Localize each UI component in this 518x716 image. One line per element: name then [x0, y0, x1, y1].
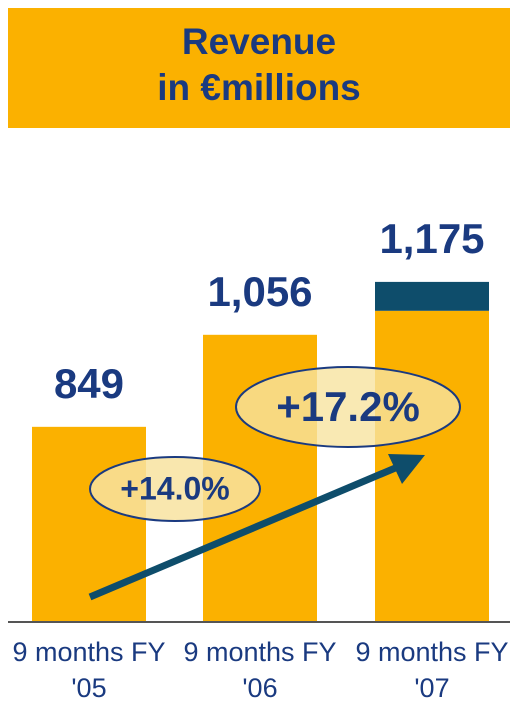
x-tick-label: 9 months FY '06	[183, 637, 337, 703]
annotation: +14.0%	[120, 470, 229, 506]
chart-title: Revenue	[182, 21, 336, 62]
x-tick-label: 9 months FY '05	[12, 637, 166, 703]
arrow-head	[388, 454, 425, 484]
annotation-ellipse	[235, 366, 461, 448]
annotation: +17.2%	[276, 383, 420, 430]
trend-arrow	[88, 462, 402, 601]
bar	[375, 281, 489, 311]
annotation-ellipse	[89, 456, 261, 522]
data-label: 1,056	[207, 268, 312, 315]
x-tick-label: 9 months FY '07	[355, 637, 509, 703]
data-label: 1,175	[379, 215, 484, 262]
data-label: 849	[54, 360, 124, 407]
title-box	[8, 8, 510, 128]
chart-title: in €millions	[157, 67, 361, 108]
bar	[32, 426, 146, 622]
